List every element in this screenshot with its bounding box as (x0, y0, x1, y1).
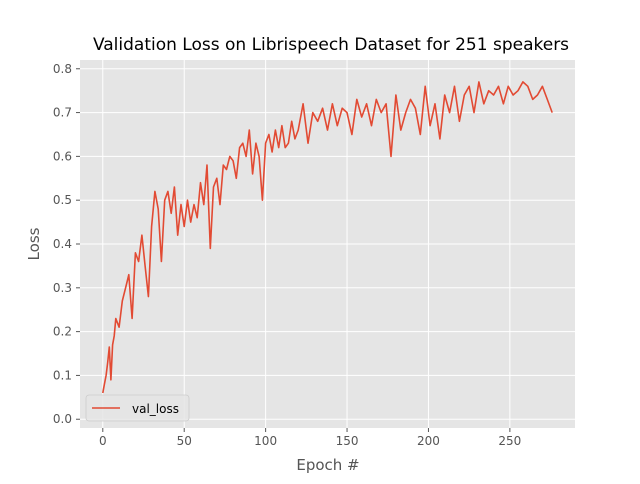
axis-ticks: 0.0 0.1 0.2 0.3 0.4 0.5 0.6 0.7 0.8 0 50 100 150 200 2… (53, 62, 521, 448)
y-tick-label: 0.6 (53, 149, 72, 163)
y-tick-label: 0.0 (53, 412, 72, 426)
y-tick-label: 0.4 (53, 237, 72, 251)
x-tick-label: 100 (254, 434, 277, 448)
x-tick-label: 250 (498, 434, 521, 448)
y-axis-label: Loss (25, 227, 43, 260)
series-line-val-loss (102, 81, 553, 394)
legend: val_loss (85, 394, 190, 422)
y-tick-label: 0.2 (53, 325, 72, 339)
chart-title: Validation Loss on Librispeech Dataset f… (93, 35, 569, 55)
x-tick-label: 50 (177, 434, 192, 448)
legend-box (85, 394, 190, 422)
y-tick-label: 0.8 (53, 62, 72, 76)
series-layer (102, 81, 553, 394)
y-tick-label: 0.7 (53, 106, 72, 120)
y-tick-label: 0.3 (53, 281, 72, 295)
y-tick-label: 0.1 (53, 368, 72, 382)
x-tick-label: 200 (417, 434, 440, 448)
y-tick-label: 0.5 (53, 193, 72, 207)
x-tick-label: 0 (99, 434, 107, 448)
legend-label-val-loss: val_loss (132, 402, 179, 416)
x-tick-label: 150 (336, 434, 359, 448)
x-axis-label: Epoch # (296, 456, 359, 474)
